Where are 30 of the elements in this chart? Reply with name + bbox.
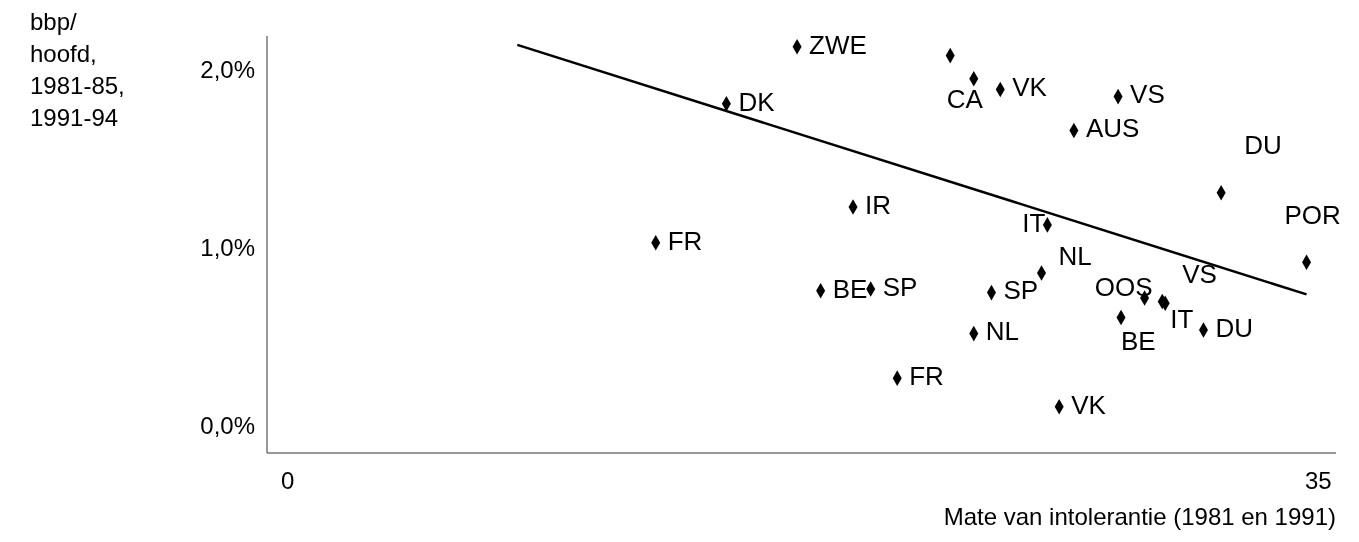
annotation: VS	[1130, 79, 1165, 110]
annotation: FR	[667, 225, 703, 256]
annotation: POR	[1284, 200, 1341, 231]
y-axis-title: bbp/ hoofd, 1981-85, 1991-94	[30, 8, 125, 131]
annotation: ZWE	[809, 29, 867, 60]
annotation: BE	[832, 273, 868, 304]
x-tick-label: 0	[280, 467, 295, 495]
annotation: VS	[1182, 259, 1217, 290]
annotation: CA	[946, 83, 984, 114]
y-tick-label: 0,0%	[200, 412, 255, 440]
annotation: AUS	[1085, 113, 1140, 144]
annotation: DU	[1244, 129, 1282, 160]
annotation: NL	[1058, 240, 1092, 271]
annotation: VK	[1071, 389, 1107, 420]
y-tick-label: 2,0%	[200, 55, 255, 83]
annotation: SP	[1003, 275, 1039, 306]
annotation: VK	[1012, 72, 1048, 103]
annotation: FR	[909, 361, 944, 392]
x-tick-label: 35	[1304, 467, 1332, 495]
x-axis-title: Mate van intolerantie (1981 en 1991)	[943, 503, 1336, 531]
annotation: OOS	[1094, 271, 1153, 302]
annotation: NL	[985, 316, 1020, 347]
y-tick-label: 1,0%	[200, 234, 255, 262]
annotation: IT	[1022, 207, 1046, 238]
annotation: DU	[1215, 312, 1254, 343]
annotation: DK	[738, 86, 776, 117]
annotation: IT	[1170, 304, 1194, 335]
annotation: BE	[1121, 326, 1156, 357]
annotation: IR	[865, 189, 892, 220]
annotation: SP	[882, 271, 918, 302]
